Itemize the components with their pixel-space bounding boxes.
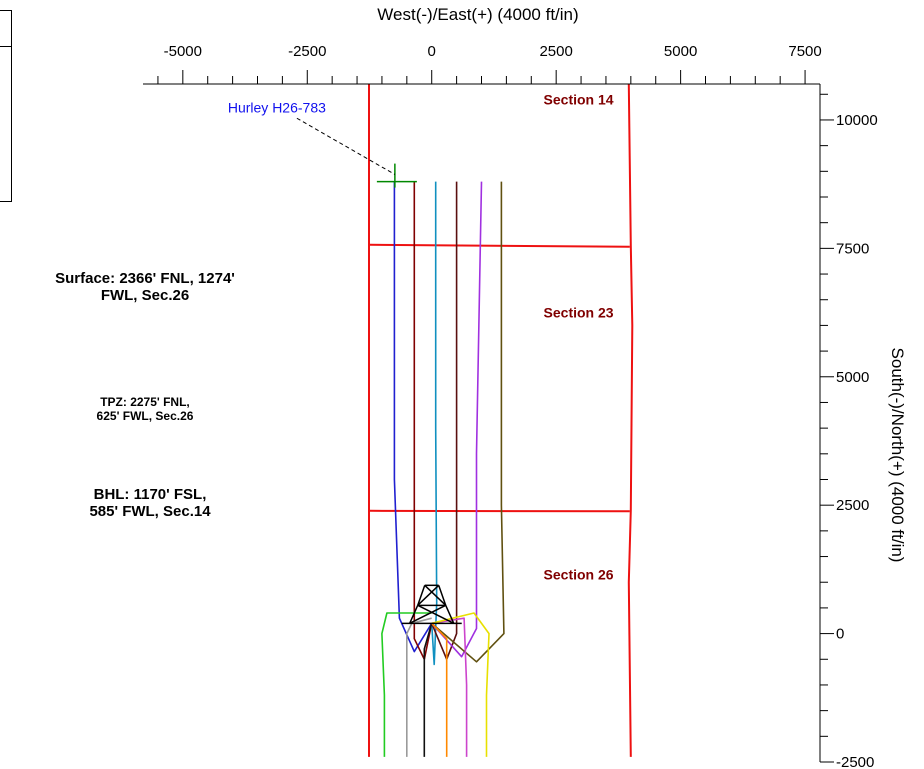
y-axis-title: South(-)/North(+) (4000 ft/in) (888, 348, 907, 563)
well-label-leader (296, 117, 396, 175)
rig-strut (424, 584, 447, 606)
y-tick-label: -2500 (836, 754, 874, 769)
bhl-note-line-1: BHL: 1170' FSL, (93, 486, 207, 503)
well-path (430, 181, 458, 661)
surface-note-line-2: FWL, Sec.26 (100, 287, 190, 305)
surface-location-note: Surface: 2366' FNL, 1274' FWL, Sec.26 (0, 270, 290, 305)
x-tick-label: -5000 (164, 43, 202, 60)
well-series (381, 181, 505, 757)
bhl-note-line-2: 585' FWL, Sec.14 (89, 503, 211, 521)
section-label: Section 14 (544, 92, 614, 108)
surface-note-line-1: Surface: 2366' FNL, 1274' (55, 270, 235, 287)
well-path (423, 623, 433, 757)
section-boundaries: Section 14 Section 23 Section 26 (368, 83, 634, 757)
x-axis-title: West(-)/East(+) (4000 ft/in) (377, 5, 578, 24)
rig-strut (417, 585, 426, 606)
y-tick-label: 0 (836, 626, 844, 643)
y-tick-label: 5000 (836, 369, 869, 386)
x-tick-label: 2500 (539, 43, 572, 60)
well-path (393, 181, 433, 653)
annotations: Hurley H26-783 (228, 99, 462, 625)
well-name-label: Hurley H26-783 (228, 99, 326, 115)
y-tick-label: 2500 (836, 497, 869, 514)
well-path (431, 622, 448, 757)
section-line (627, 83, 634, 757)
tpz-note: TPZ: 2275' FNL, 625' FWL, Sec.26 (35, 395, 255, 424)
rig-strut (417, 604, 455, 624)
well-path (431, 612, 490, 757)
section-line (368, 509, 630, 513)
well-path (381, 612, 432, 757)
y-tick-label: 7500 (836, 240, 869, 257)
section-line (368, 243, 630, 248)
rig-strut (438, 585, 447, 606)
well-path (430, 181, 438, 666)
x-tick-label: 5000 (664, 43, 697, 60)
x-tick-label: 7500 (788, 43, 821, 60)
legend-box (0, 10, 12, 202)
rig-icon (401, 584, 462, 625)
rig-strut (409, 604, 447, 624)
x-tick-label: -2500 (288, 43, 326, 60)
bhl-note: BHL: 1170' FSL, 585' FWL, Sec.14 (15, 486, 285, 521)
well-path (431, 181, 483, 658)
well-path (405, 617, 432, 757)
legend-divider (0, 46, 11, 47)
well-path (431, 181, 505, 663)
rig-strut (409, 605, 419, 624)
rig-strut (417, 584, 440, 606)
axes: -5000 -2500 0 2500 5000 7500 10000 7500 5000 2500… (143, 43, 878, 769)
tpz-note-line-2: 625' FWL, Sec.26 (96, 408, 194, 423)
rig-strut (445, 605, 455, 624)
section-label: Section 23 (544, 305, 614, 321)
well-path (413, 181, 433, 661)
section-label: Section 26 (544, 567, 614, 583)
tpz-note-line-1: TPZ: 2275' FNL, (100, 395, 190, 409)
y-tick-label: 10000 (836, 112, 878, 129)
x-tick-label: 0 (428, 43, 436, 60)
